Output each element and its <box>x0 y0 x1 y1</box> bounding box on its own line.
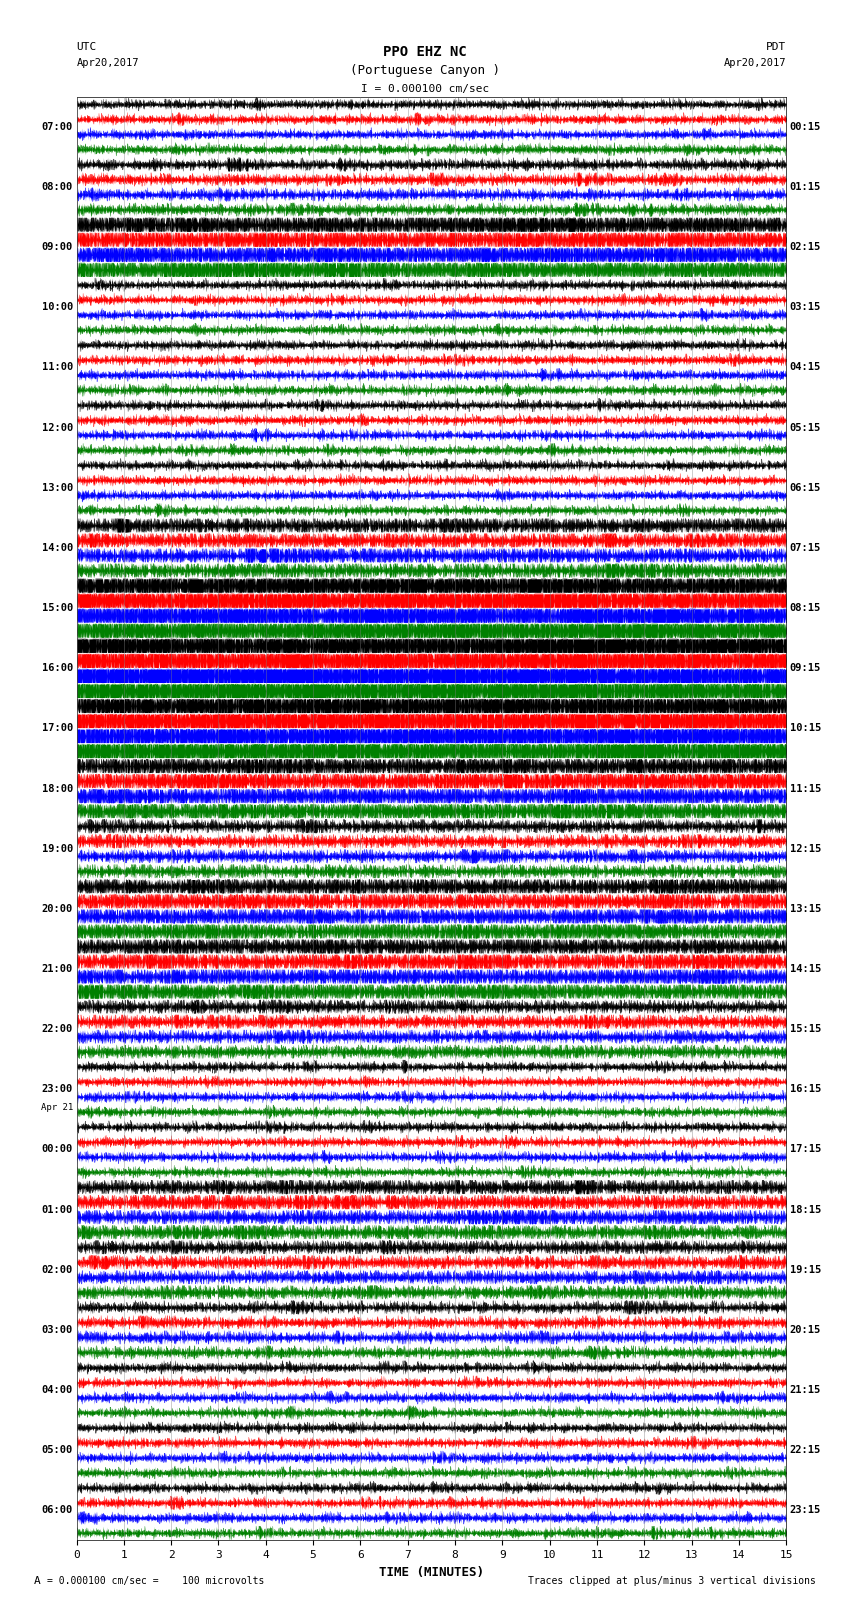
Text: 21:00: 21:00 <box>42 965 73 974</box>
Text: 20:00: 20:00 <box>42 903 73 915</box>
Text: 02:15: 02:15 <box>790 242 821 252</box>
Text: I = 0.000100 cm/sec: I = 0.000100 cm/sec <box>361 84 489 94</box>
Text: 11:15: 11:15 <box>790 784 821 794</box>
Text: 05:00: 05:00 <box>42 1445 73 1455</box>
Text: 04:15: 04:15 <box>790 363 821 373</box>
Text: 09:15: 09:15 <box>790 663 821 673</box>
Text: 00:00: 00:00 <box>42 1145 73 1155</box>
Text: Apr 21: Apr 21 <box>41 1103 73 1113</box>
Text: = 0.000100 cm/sec =    100 microvolts: = 0.000100 cm/sec = 100 microvolts <box>47 1576 264 1586</box>
Text: 06:00: 06:00 <box>42 1505 73 1515</box>
Text: 10:15: 10:15 <box>790 723 821 734</box>
Text: 08:15: 08:15 <box>790 603 821 613</box>
Text: 07:15: 07:15 <box>790 544 821 553</box>
Text: 16:15: 16:15 <box>790 1084 821 1094</box>
Text: 20:15: 20:15 <box>790 1324 821 1336</box>
Text: 01:00: 01:00 <box>42 1205 73 1215</box>
Text: 08:00: 08:00 <box>42 182 73 192</box>
Text: 17:00: 17:00 <box>42 723 73 734</box>
Text: 01:15: 01:15 <box>790 182 821 192</box>
Text: PDT: PDT <box>766 42 786 52</box>
Text: 02:00: 02:00 <box>42 1265 73 1274</box>
Text: Apr20,2017: Apr20,2017 <box>723 58 786 68</box>
Text: 22:15: 22:15 <box>790 1445 821 1455</box>
Text: 12:15: 12:15 <box>790 844 821 853</box>
Text: 04:00: 04:00 <box>42 1386 73 1395</box>
Text: 03:00: 03:00 <box>42 1324 73 1336</box>
Text: 23:15: 23:15 <box>790 1505 821 1515</box>
Text: 14:00: 14:00 <box>42 544 73 553</box>
Text: 23:00: 23:00 <box>42 1084 73 1094</box>
Text: 19:15: 19:15 <box>790 1265 821 1274</box>
Text: 22:00: 22:00 <box>42 1024 73 1034</box>
Text: 10:00: 10:00 <box>42 302 73 313</box>
Text: UTC: UTC <box>76 42 97 52</box>
Text: 14:15: 14:15 <box>790 965 821 974</box>
Text: A: A <box>34 1576 41 1586</box>
Text: 18:00: 18:00 <box>42 784 73 794</box>
Text: 18:15: 18:15 <box>790 1205 821 1215</box>
Text: 15:15: 15:15 <box>790 1024 821 1034</box>
Text: 11:00: 11:00 <box>42 363 73 373</box>
Text: 12:00: 12:00 <box>42 423 73 432</box>
Text: 09:00: 09:00 <box>42 242 73 252</box>
Text: 06:15: 06:15 <box>790 482 821 492</box>
X-axis label: TIME (MINUTES): TIME (MINUTES) <box>379 1566 484 1579</box>
Text: 07:00: 07:00 <box>42 123 73 132</box>
Text: Apr20,2017: Apr20,2017 <box>76 58 139 68</box>
Text: 03:15: 03:15 <box>790 302 821 313</box>
Text: 21:15: 21:15 <box>790 1386 821 1395</box>
Text: (Portuguese Canyon ): (Portuguese Canyon ) <box>350 65 500 77</box>
Text: 17:15: 17:15 <box>790 1145 821 1155</box>
Text: 15:00: 15:00 <box>42 603 73 613</box>
Text: PPO EHZ NC: PPO EHZ NC <box>383 45 467 58</box>
Text: 16:00: 16:00 <box>42 663 73 673</box>
Text: 19:00: 19:00 <box>42 844 73 853</box>
Text: 00:15: 00:15 <box>790 123 821 132</box>
Text: 13:15: 13:15 <box>790 903 821 915</box>
Text: Traces clipped at plus/minus 3 vertical divisions: Traces clipped at plus/minus 3 vertical … <box>528 1576 816 1586</box>
Text: 13:00: 13:00 <box>42 482 73 492</box>
Text: 05:15: 05:15 <box>790 423 821 432</box>
